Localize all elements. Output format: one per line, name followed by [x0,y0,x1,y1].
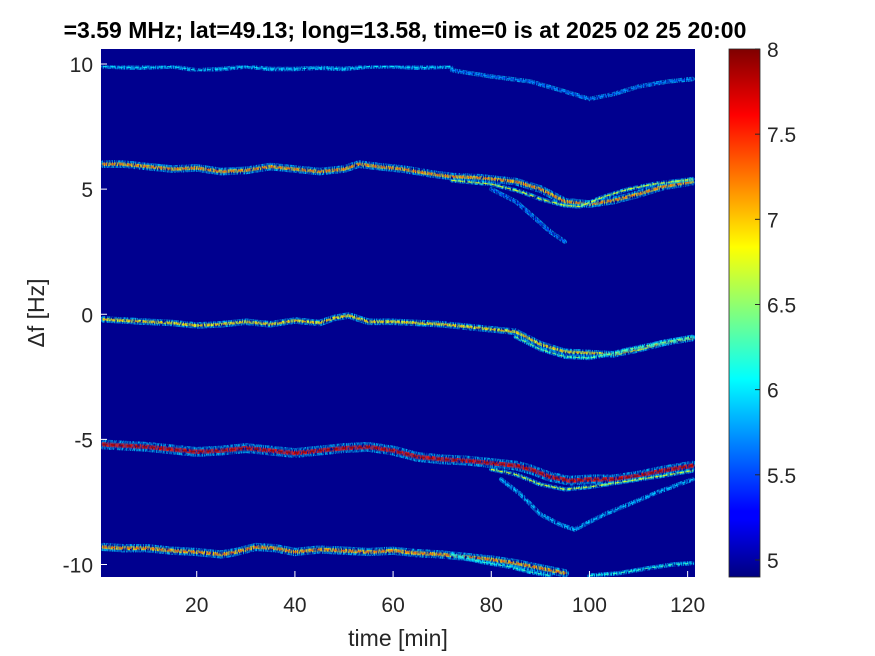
trace-core-10 [102,546,566,574]
colorbar-tick-label: 8 [767,39,779,62]
x-axis: 20 40 60 80 100 120 [185,571,705,617]
trace-core-9 [500,478,693,530]
x-tick-label: 120 [670,594,705,617]
colorbar-tick-label: 6.5 [767,294,796,317]
y-tick-label: -10 [63,554,93,577]
y-tick-label: 10 [70,54,93,77]
plot-area [101,49,695,577]
x-axis-label: time [min] [348,625,448,651]
trace-core-1 [451,69,693,100]
trace-3 [451,178,694,208]
y-axis: 10 5 0 -5 -10 [63,54,107,577]
signal-traces [101,64,695,577]
x-tick-label: 80 [480,594,503,617]
y-tick-label: 0 [81,304,93,327]
trace-core-7 [102,443,694,482]
chart-title: =3.59 MHz; lat=49.13; long=13.58, time=0… [64,17,747,43]
colorbar-tick-label: 5.5 [767,465,796,488]
trace-core-8 [490,468,693,490]
x-tick-label: 40 [283,594,306,617]
trace-core-0 [103,66,453,71]
colorbar-tick-label: 6 [767,380,779,403]
colorbar-tick-label: 5 [767,550,779,573]
x-tick-label: 20 [185,594,208,617]
colorbar-ticks: 5 5.5 6 6.5 7 7.5 8 [755,39,796,573]
colorbar-tick-label: 7.5 [767,124,796,147]
colorbar-tick-label: 7 [767,209,779,232]
colorbar [728,48,761,578]
trace-11 [451,553,552,577]
trace-core-5 [102,314,694,355]
x-tick-label: 100 [572,594,607,617]
trace-core-12 [589,562,693,577]
trace-core-4 [490,188,566,243]
trace-core-6 [515,336,693,359]
x-tick-label: 60 [381,594,404,617]
y-tick-label: 5 [81,179,93,202]
y-tick-label: -5 [74,429,93,452]
y-axis-label: Δf [Hz] [23,278,49,347]
